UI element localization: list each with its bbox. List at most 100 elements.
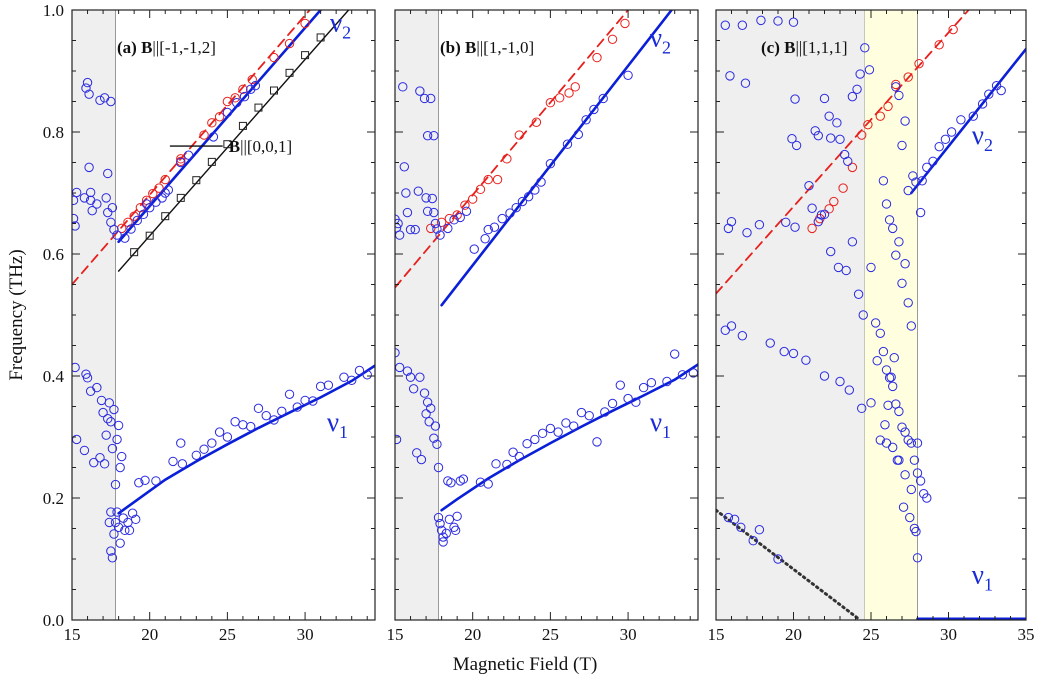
data-point-blue bbox=[669, 349, 680, 359]
x-tick-label: 15 bbox=[708, 625, 725, 644]
y-tick-label: 0.8 bbox=[43, 123, 64, 142]
data-point-square bbox=[238, 121, 247, 130]
data-point-blue bbox=[773, 16, 783, 26]
data-point-blue bbox=[536, 177, 546, 187]
data-point-blue bbox=[909, 455, 920, 465]
data-point-blue bbox=[402, 207, 413, 218]
x-axis-label: Magnetic Field (T) bbox=[453, 654, 598, 675]
data-point-blue bbox=[95, 95, 105, 105]
data-point-blue bbox=[720, 20, 730, 30]
data-point-blue bbox=[245, 421, 256, 432]
data-point-blue bbox=[362, 370, 372, 380]
data-point-blue bbox=[232, 98, 242, 108]
data-point-blue bbox=[911, 526, 921, 537]
data-point-blue bbox=[900, 259, 910, 269]
data-point-blue bbox=[623, 70, 633, 80]
data-point-blue bbox=[438, 537, 448, 547]
data-point-red bbox=[452, 210, 462, 220]
data-point-blue bbox=[912, 553, 923, 563]
data-point-blue bbox=[725, 71, 735, 81]
data-point-blue bbox=[398, 82, 408, 92]
data-point-blue bbox=[89, 457, 99, 468]
data-point-blue bbox=[860, 43, 870, 53]
data-point-blue bbox=[886, 372, 896, 382]
data-point-blue bbox=[897, 422, 907, 432]
x-tick-label: 25 bbox=[863, 625, 880, 644]
data-point-red bbox=[475, 184, 486, 195]
data-point-red bbox=[857, 130, 867, 140]
series-line-nu_fit bbox=[440, 10, 673, 307]
data-point-blue bbox=[238, 420, 248, 430]
data-point-red bbox=[444, 213, 455, 224]
data-point-blue bbox=[430, 218, 441, 229]
x-tick-label: 15 bbox=[387, 625, 404, 644]
data-point-blue bbox=[847, 237, 858, 247]
data-point-blue bbox=[813, 130, 823, 141]
data-point-blue bbox=[523, 191, 534, 202]
data-point-blue bbox=[168, 456, 178, 467]
data-point-blue bbox=[117, 451, 127, 462]
data-point-red bbox=[829, 196, 839, 207]
data-point-blue bbox=[433, 512, 444, 523]
data-point-blue bbox=[832, 118, 842, 128]
data-point-red bbox=[564, 88, 574, 98]
data-point-blue bbox=[458, 474, 469, 484]
data-point-red bbox=[207, 118, 217, 128]
data-point-blue bbox=[300, 395, 310, 406]
data-point-blue bbox=[742, 227, 752, 238]
data-point-blue bbox=[819, 93, 830, 104]
data-point-blue bbox=[598, 93, 608, 104]
data-point-blue bbox=[723, 512, 734, 523]
data-point-blue bbox=[581, 115, 591, 125]
data-point-blue bbox=[436, 525, 447, 536]
data-point-blue bbox=[900, 116, 910, 126]
data-point-blue bbox=[835, 376, 845, 387]
data-point-blue bbox=[736, 522, 746, 532]
data-point-blue bbox=[405, 372, 416, 382]
mode-label-base: ν bbox=[972, 559, 984, 589]
data-point-red bbox=[154, 183, 164, 193]
data-point-red bbox=[620, 18, 630, 29]
data-point-blue bbox=[773, 554, 783, 564]
data-point-blue bbox=[844, 385, 854, 395]
x-tick-label: 35 bbox=[1018, 625, 1035, 644]
data-point-blue bbox=[756, 15, 766, 26]
data-point-blue bbox=[826, 246, 836, 257]
data-point-red bbox=[300, 18, 310, 29]
data-point-blue bbox=[132, 215, 142, 226]
data-point-blue bbox=[824, 111, 834, 121]
data-point-blue bbox=[435, 230, 445, 240]
data-point-blue bbox=[892, 455, 903, 465]
data-point-blue bbox=[84, 162, 94, 173]
data-point-blue bbox=[113, 420, 124, 431]
data-point-blue bbox=[889, 353, 899, 363]
data-point-blue bbox=[106, 546, 116, 556]
data-point-square bbox=[145, 231, 154, 240]
data-point-red bbox=[269, 52, 279, 63]
data-point-blue bbox=[576, 407, 587, 418]
data-point-blue bbox=[84, 89, 94, 99]
plot-area bbox=[395, 10, 698, 547]
data-point-square bbox=[254, 103, 263, 112]
data-point-blue bbox=[790, 222, 800, 232]
data-point-blue bbox=[826, 133, 836, 143]
data-point-blue bbox=[151, 476, 161, 486]
data-point-blue bbox=[443, 223, 453, 234]
data-point-blue bbox=[855, 69, 865, 79]
data-point-blue bbox=[894, 90, 904, 101]
data-point-blue bbox=[415, 372, 425, 382]
data-point-blue bbox=[908, 171, 918, 181]
plot-area bbox=[72, 10, 375, 563]
data-point-blue bbox=[429, 130, 439, 141]
data-point-blue bbox=[429, 433, 439, 443]
data-point-red bbox=[903, 72, 913, 82]
data-point-blue bbox=[124, 525, 135, 536]
mode-label-sub: 1 bbox=[984, 574, 993, 594]
data-point-blue bbox=[489, 222, 500, 232]
data-point-blue bbox=[788, 348, 799, 359]
shaded-region-yellow bbox=[864, 10, 918, 620]
data-point-blue bbox=[940, 134, 951, 145]
data-point-blue bbox=[339, 372, 349, 382]
